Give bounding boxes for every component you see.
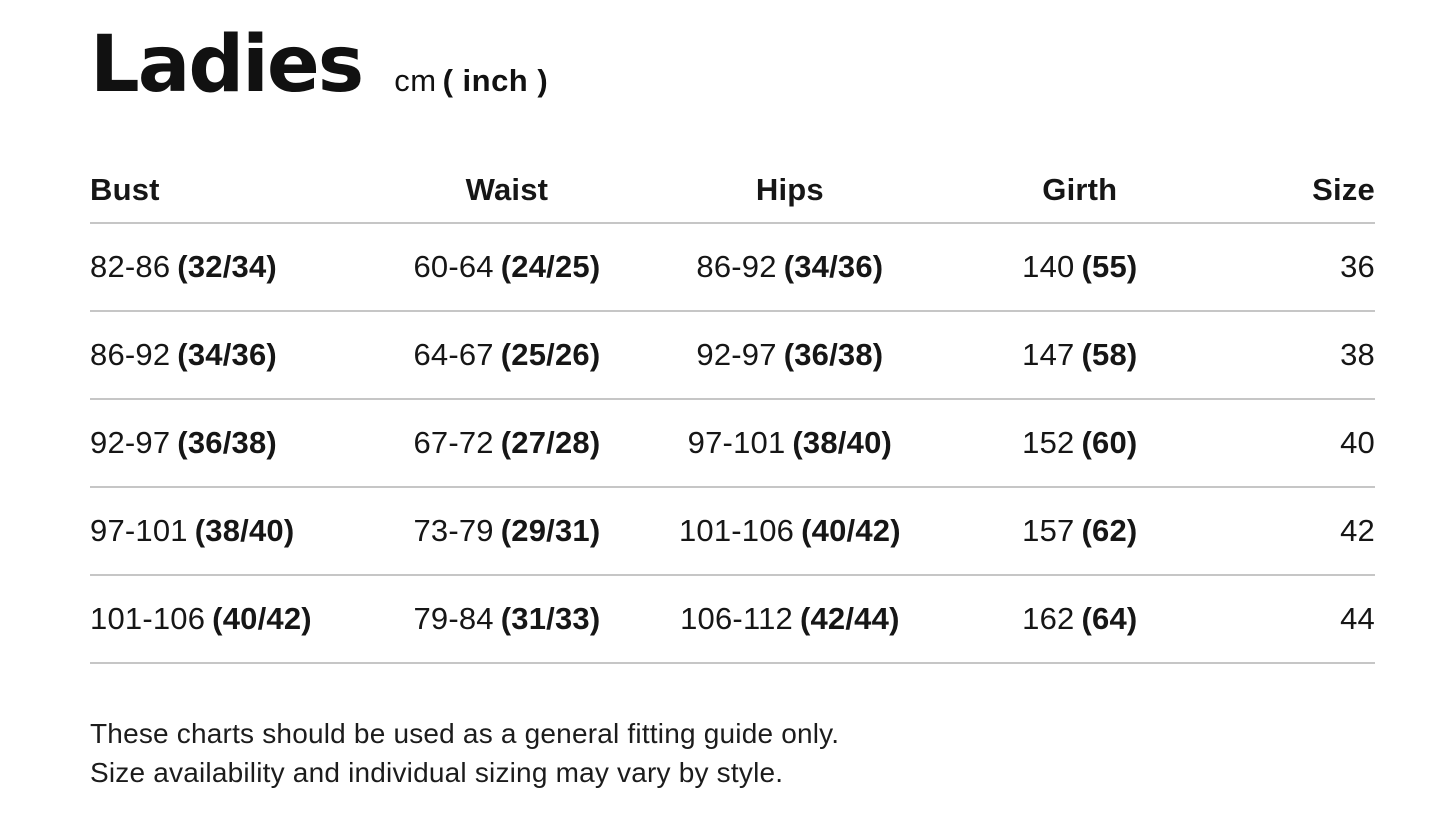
unit-label: cm( inch ) <box>394 63 548 99</box>
waist-cm-value: 67-72 <box>413 425 494 460</box>
hips-cell: 97-101 (38/40) <box>646 425 934 461</box>
waist-inch-value: (25/26) <box>500 337 601 372</box>
hips-cm-value: 86-92 <box>696 249 777 284</box>
hips-cell: 101-106 (40/42) <box>646 513 934 549</box>
girth-cell: 157 (62) <box>934 513 1226 549</box>
girth-cm-value: 152 <box>1022 425 1075 460</box>
girth-cell: 162 (64) <box>934 601 1226 637</box>
girth-cm-value: 162 <box>1022 601 1075 636</box>
hips-cm-value: 106-112 <box>680 601 793 636</box>
bust-cell: 86-92 (34/36) <box>90 337 368 373</box>
girth-cell: 140 (55) <box>934 249 1226 285</box>
table-row: 97-101 (38/40) 73-79 (29/31) 101-106 (40/42… <box>90 488 1375 576</box>
hips-cell: 92-97 (36/38) <box>646 337 934 373</box>
hips-inch-value: (36/38) <box>783 337 884 372</box>
waist-inch-value: (24/25) <box>500 249 601 284</box>
size-cell: 38 <box>1340 337 1375 372</box>
hips-cm-value: 92-97 <box>696 337 777 372</box>
hips-inch-value: (34/36) <box>783 249 884 284</box>
hips-inch-value: (40/42) <box>801 513 901 548</box>
hips-cm-value: 97-101 <box>687 425 786 460</box>
table-row: 82-86 (32/34) 60-64 (24/25) 86-92 (34/36) 1… <box>90 224 1375 312</box>
table-row: 101-106 (40/42) 79-84 (31/33) 106-112 (42/4… <box>90 576 1375 664</box>
waist-cell: 79-84 (31/33) <box>368 601 646 637</box>
disclaimer-line-2: Size availability and individual sizing … <box>90 757 784 788</box>
unit-inch-label: ( inch ) <box>442 63 549 98</box>
table-row: 86-92 (34/36) 64-67 (25/26) 92-97 (36/38) 1… <box>90 312 1375 400</box>
size-cell: 40 <box>1340 425 1375 460</box>
waist-cm-value: 73-79 <box>413 513 494 548</box>
waist-cell: 64-67 (25/26) <box>368 337 646 373</box>
table-header-hips: Hips <box>755 172 824 207</box>
waist-cell: 60-64 (24/25) <box>368 249 646 285</box>
page-title: Ladies <box>90 20 364 110</box>
bust-cm-value: 101-106 <box>90 601 206 636</box>
waist-inch-value: (27/28) <box>500 425 601 460</box>
bust-inch-value: (36/38) <box>177 425 277 460</box>
hips-inch-value: (38/40) <box>792 425 893 460</box>
waist-inch-value: (29/31) <box>500 513 601 548</box>
table-header-bust: Bust <box>90 172 160 207</box>
waist-cell: 73-79 (29/31) <box>368 513 646 549</box>
size-cell: 42 <box>1340 513 1375 548</box>
bust-cm-value: 92-97 <box>90 425 171 460</box>
bust-cell: 97-101 (38/40) <box>90 513 368 549</box>
girth-inch-value: (64) <box>1081 601 1138 636</box>
table-header-size: Size <box>1312 172 1375 207</box>
size-cell: 36 <box>1340 249 1375 284</box>
bust-inch-value: (32/34) <box>177 249 277 284</box>
hips-cell: 106-112 (42/44) <box>646 601 934 637</box>
disclaimer-line-1: These charts should be used as a general… <box>90 718 840 749</box>
bust-inch-value: (40/42) <box>212 601 312 636</box>
girth-inch-value: (60) <box>1081 425 1138 460</box>
hips-inch-value: (42/44) <box>799 601 900 636</box>
girth-inch-value: (55) <box>1081 249 1138 284</box>
bust-inch-value: (38/40) <box>194 513 295 548</box>
bust-cm-value: 97-101 <box>90 513 188 548</box>
table-header-waist: Waist <box>465 172 549 207</box>
bust-cm-value: 82-86 <box>90 249 171 284</box>
girth-cell: 152 (60) <box>934 425 1226 461</box>
waist-cm-value: 64-67 <box>413 337 494 372</box>
waist-inch-value: (31/33) <box>500 601 601 636</box>
waist-cell: 67-72 (27/28) <box>368 425 646 461</box>
girth-cm-value: 157 <box>1022 513 1075 548</box>
size-cell: 44 <box>1340 601 1375 636</box>
table-row: 92-97 (36/38) 67-72 (27/28) 97-101 (38/40) … <box>90 400 1375 488</box>
bust-cm-value: 86-92 <box>90 337 171 372</box>
girth-inch-value: (58) <box>1081 337 1138 372</box>
waist-cm-value: 79-84 <box>413 601 494 636</box>
bust-cell: 82-86 (32/34) <box>90 249 368 285</box>
bust-cell: 101-106 (40/42) <box>90 601 368 637</box>
hips-cm-value: 101-106 <box>678 513 795 548</box>
waist-cm-value: 60-64 <box>413 249 494 284</box>
unit-cm-label: cm <box>394 63 437 98</box>
hips-cell: 86-92 (34/36) <box>646 249 934 285</box>
girth-cell: 147 (58) <box>934 337 1226 373</box>
table-header-girth: Girth <box>1042 172 1118 207</box>
disclaimer-note: These charts should be used as a general… <box>90 714 1375 792</box>
title-row: Ladies cm( inch ) <box>90 26 1375 104</box>
table-header-row: Bust Waist Hips Girth Size <box>90 144 1375 224</box>
girth-cm-value: 140 <box>1022 249 1075 284</box>
girth-cm-value: 147 <box>1022 337 1075 372</box>
size-table: Bust Waist Hips Girth Size 82-86 (32/34) … <box>90 144 1375 664</box>
girth-inch-value: (62) <box>1081 513 1138 548</box>
bust-inch-value: (34/36) <box>177 337 277 372</box>
bust-cell: 92-97 (36/38) <box>90 425 368 461</box>
